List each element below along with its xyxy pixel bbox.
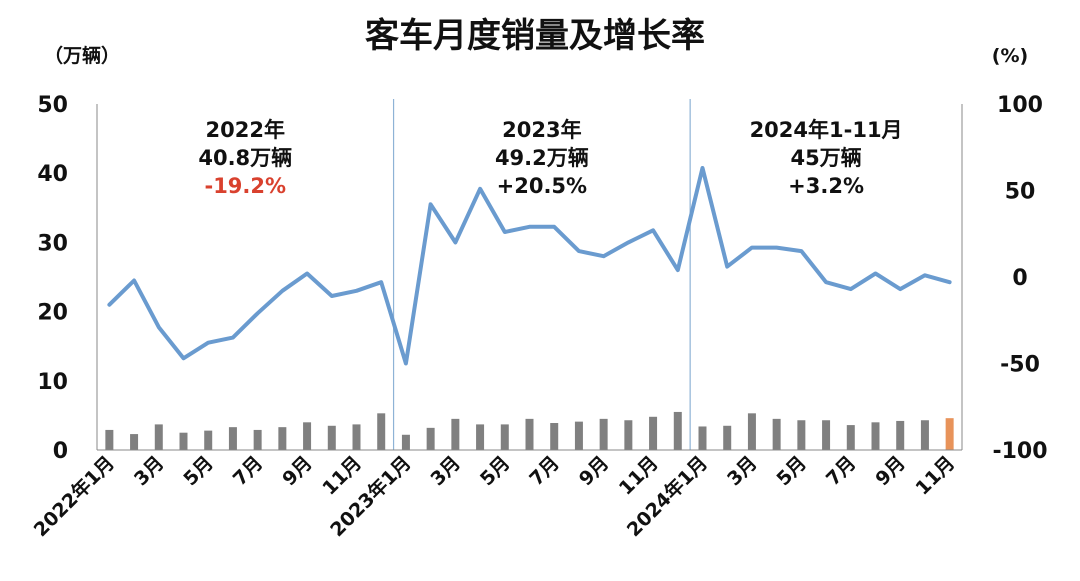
bar-28: [797, 420, 806, 450]
bar-24: [698, 426, 707, 450]
bar-14: [451, 418, 460, 450]
bar-2: [154, 424, 163, 450]
bar-22: [649, 416, 658, 450]
annotation-growth-0: -19.2%: [204, 174, 286, 198]
x-tick-label-3: 7月: [229, 452, 267, 490]
annotation-total-2: 45万辆: [790, 146, 861, 170]
bar-10: [352, 424, 361, 450]
left-y-tick-1: 10: [37, 370, 68, 395]
annotation-total-0: 40.8万辆: [198, 146, 292, 170]
x-tick-label-7: 3月: [427, 452, 465, 490]
annotation-year-0: 2022年: [206, 118, 285, 142]
period-annotations: 2022年 40.8万辆 -19.2% 2023年 49.2万辆 +20.5% 2024年1…: [198, 118, 902, 198]
x-tick-label-0: 2022年1月: [29, 451, 119, 541]
left-y-tick-5: 50: [37, 93, 68, 118]
x-tick-label-16: 9月: [871, 452, 909, 490]
x-tick-label-14: 5月: [773, 452, 811, 490]
left-y-tick-4: 40: [37, 162, 68, 187]
right-y-tick-0: -100: [992, 439, 1047, 464]
bar-5: [228, 427, 237, 450]
bar-0: [105, 429, 114, 450]
bar-31: [871, 422, 880, 450]
axes: [96, 104, 963, 451]
right-y-tick-4: 100: [997, 93, 1043, 118]
bar-7: [278, 427, 287, 450]
annotation-growth-2: +3.2%: [788, 174, 864, 198]
bar-4: [204, 430, 213, 450]
x-tick-label-17: 11月: [911, 452, 959, 500]
annotation-total-1: 49.2万辆: [495, 146, 589, 170]
left-y-tick-0: 0: [53, 439, 68, 464]
left-y-tick-2: 20: [37, 301, 68, 326]
bar-27: [772, 418, 781, 450]
bar-29: [822, 420, 831, 450]
bar-30: [846, 425, 855, 450]
bar-25: [723, 425, 732, 450]
right-y-tick-3: 50: [1005, 180, 1036, 205]
bar-6: [253, 429, 262, 450]
x-tick-label-9: 7月: [525, 452, 563, 490]
bar-20: [599, 418, 608, 450]
bar-16: [500, 424, 509, 450]
sales-bars: [105, 411, 954, 450]
bar-13: [426, 427, 435, 450]
bar-32: [896, 420, 905, 450]
x-tick-label-15: 7月: [822, 452, 860, 490]
period-dividers: [392, 99, 691, 450]
growth-line: [107, 166, 952, 366]
right-y-ticks: -100 -50 0 50 100: [992, 93, 1047, 464]
bar-12: [401, 434, 410, 450]
bar-15: [476, 424, 485, 450]
bar-11: [377, 413, 386, 450]
right-axis-unit: (%): [992, 45, 1028, 67]
bar-19: [574, 421, 583, 450]
left-y-tick-3: 30: [37, 231, 68, 256]
bar-9: [327, 425, 336, 450]
x-tick-label-1: 3月: [130, 452, 168, 490]
x-tick-label-10: 9月: [575, 452, 613, 490]
annotation-year-1: 2023年: [502, 118, 581, 142]
left-axis-unit: （万辆）: [44, 44, 120, 67]
bar-8: [303, 422, 312, 450]
bar-21: [624, 420, 633, 450]
x-tick-label-2: 5月: [179, 452, 217, 490]
bar-34: [945, 418, 954, 450]
bar-3: [179, 432, 188, 450]
bar-18: [550, 423, 559, 450]
left-y-ticks: 0 10 20 30 40 50: [37, 93, 68, 464]
chart-title: 客车月度销量及增长率: [365, 16, 705, 56]
bar-17: [525, 418, 534, 450]
growth-rate-line: [107, 166, 952, 366]
bar-23: [673, 411, 682, 450]
x-tick-label-8: 5月: [476, 452, 514, 490]
x-tick-label-13: 3月: [723, 452, 761, 490]
annotation-year-2: 2024年1-11月: [750, 118, 903, 142]
bar-26: [747, 413, 756, 450]
right-y-tick-2: 0: [1012, 266, 1027, 291]
annotation-growth-1: +20.5%: [497, 174, 587, 198]
bar-33: [920, 420, 929, 450]
bar-1: [130, 434, 139, 450]
right-y-tick-1: -50: [1000, 353, 1040, 378]
x-tick-label-4: 9月: [278, 452, 316, 490]
